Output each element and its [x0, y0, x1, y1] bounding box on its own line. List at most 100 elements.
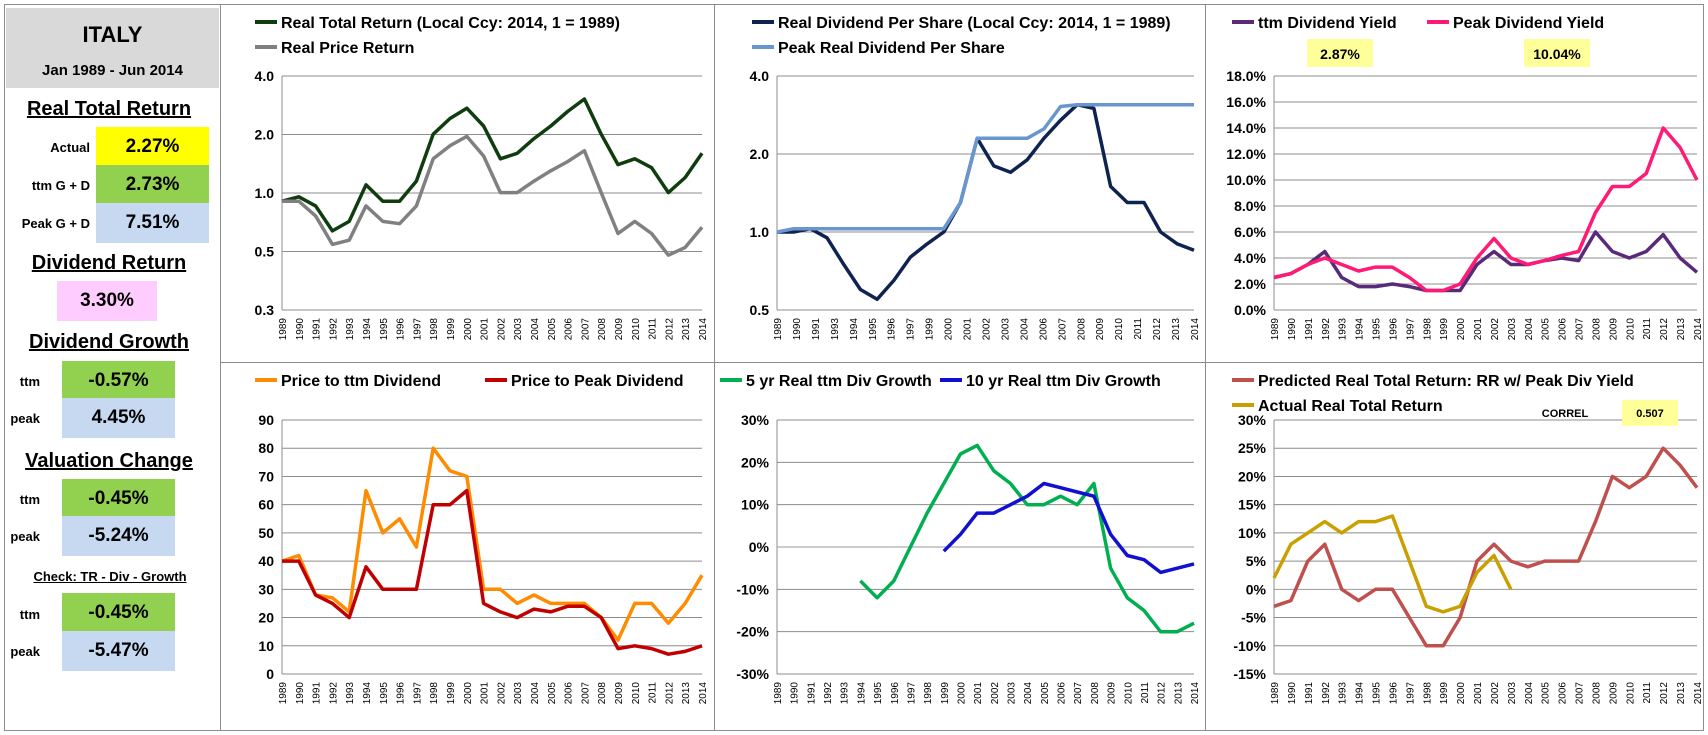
y-tick-label: 2.0% — [1234, 276, 1266, 292]
valuation-change-header: Valuation Change — [25, 450, 193, 472]
x-tick-label: 1995 — [868, 318, 879, 341]
x-tick-label: 1994 — [856, 682, 867, 705]
y-tick-label: 0% — [749, 539, 770, 555]
x-tick-label: 2005 — [1541, 318, 1552, 341]
x-tick-label: 1990 — [790, 682, 801, 705]
y-tick-label: -10% — [736, 581, 769, 597]
x-tick-label: 2002 — [982, 318, 993, 341]
peak-gd-value: 7.51% — [96, 203, 209, 243]
x-tick-label: 2007 — [580, 682, 591, 705]
x-tick-label: 2010 — [631, 318, 642, 341]
x-tick-label: 2001 — [1473, 682, 1484, 705]
y-tick-label: 20% — [741, 454, 770, 470]
y-tick-label: 50 — [258, 525, 274, 541]
y-tick-label: 10 — [258, 638, 274, 654]
x-tick-label: 1997 — [1405, 318, 1416, 341]
country-title: ITALY — [82, 22, 143, 47]
yield-badge — [1524, 39, 1590, 67]
x-tick-label: 1993 — [1338, 682, 1349, 705]
div-growth-ttm-value: -0.57% — [62, 361, 175, 401]
x-tick-label: 2010 — [1114, 318, 1125, 341]
x-tick-label: 2008 — [597, 682, 608, 705]
x-tick-label: 2010 — [1625, 682, 1636, 705]
correl-label: CORREL — [1542, 408, 1589, 420]
valuation-ttm-label: ttm — [19, 492, 40, 507]
x-tick-label: 2002 — [1490, 682, 1501, 705]
legend-label: Real Total Return (Local Ccy: 2014, 1 = … — [281, 15, 620, 32]
x-tick-label: 2003 — [513, 682, 524, 705]
x-tick-label: 1989 — [773, 318, 784, 341]
dividend-growth-header: Dividend Growth — [29, 331, 189, 353]
y-tick-label: 30% — [1238, 412, 1267, 428]
x-tick-label: 2012 — [1152, 318, 1163, 341]
y-tick-label: 16.0% — [1226, 94, 1266, 110]
legend-label: Peak Dividend Yield — [1453, 15, 1604, 32]
x-tick-label: 1995 — [379, 682, 390, 705]
valuation-peak-value: -5.24% — [62, 516, 175, 556]
x-tick-label: 2003 — [1000, 318, 1011, 341]
legend-label: ttm Dividend Yield — [1258, 15, 1397, 32]
x-tick-label: 1996 — [1388, 682, 1399, 705]
series-line — [777, 102, 1195, 302]
x-tick-label: 2008 — [1090, 682, 1101, 705]
series-line — [1273, 230, 1699, 293]
x-tick-label: 2013 — [1676, 682, 1687, 705]
legend-label: 5 yr Real ttm Div Growth — [746, 373, 932, 390]
x-tick-label: 2004 — [1023, 682, 1034, 705]
series-line — [281, 97, 704, 233]
legend-label: Peak Real Dividend Per Share — [778, 40, 1005, 57]
x-tick-label: 2014 — [698, 318, 709, 341]
y-tick-label: -10% — [1233, 638, 1266, 654]
check-peak-value: -5.47% — [62, 631, 175, 671]
x-tick-label: 1994 — [1355, 682, 1366, 705]
y-tick-label: 18.0% — [1226, 68, 1266, 84]
y-tick-label: -30% — [736, 666, 769, 682]
x-tick-label: 2001 — [963, 318, 974, 341]
x-tick-label: 2013 — [1171, 318, 1182, 341]
x-tick-label: 2013 — [681, 682, 692, 705]
y-tick-label: 0.5 — [255, 244, 275, 260]
y-tick-label: 4.0 — [750, 68, 770, 84]
period-label: Jan 1989 - Jun 2014 — [42, 62, 183, 79]
x-tick-label: 2006 — [1057, 682, 1068, 705]
x-tick-label: 2004 — [530, 318, 541, 341]
y-tick-label: 25% — [1238, 440, 1267, 456]
x-tick-label: 1995 — [1372, 682, 1383, 705]
x-tick-label: 2007 — [1575, 318, 1586, 341]
legend-label: 10 yr Real ttm Div Growth — [966, 373, 1161, 390]
x-tick-label: 2011 — [1133, 318, 1144, 340]
x-tick-label: 1998 — [429, 682, 440, 705]
x-tick-label: 1993 — [1338, 318, 1349, 341]
x-tick-label: 2006 — [1558, 682, 1569, 705]
yield-badge-label: 2.87% — [1320, 46, 1360, 62]
x-tick-label: 2014 — [1693, 682, 1704, 705]
y-tick-label: 5% — [1246, 553, 1267, 569]
x-tick-label: 1993 — [840, 682, 851, 705]
x-tick-label: 2010 — [1625, 318, 1636, 341]
div-growth-ttm-label: ttm — [19, 374, 40, 389]
x-tick-label: 2008 — [1591, 318, 1602, 341]
x-tick-label: 1994 — [362, 682, 373, 705]
dividend-return-value: 3.30% — [57, 281, 157, 321]
series-line — [282, 488, 703, 656]
x-tick-label: 2008 — [597, 318, 608, 341]
series-line — [942, 481, 1195, 575]
x-tick-label: 1997 — [412, 682, 423, 705]
x-tick-label: 2010 — [631, 682, 642, 705]
legend-label: Price to ttm Dividend — [281, 373, 441, 390]
check-header: Check: TR - Div - Growth — [33, 569, 187, 584]
x-tick-label: 2005 — [547, 318, 558, 341]
x-tick-label: 1989 — [1270, 682, 1281, 705]
x-tick-label: 2007 — [1057, 318, 1068, 341]
x-tick-label: 2007 — [580, 318, 591, 341]
y-tick-label: 0.5 — [750, 302, 770, 318]
y-tick-label: 30 — [258, 581, 274, 597]
x-tick-label: 2006 — [1038, 318, 1049, 341]
x-tick-label: 2011 — [648, 682, 659, 704]
y-tick-label: 80 — [258, 440, 274, 456]
row-divider — [221, 362, 1704, 363]
x-tick-label: 2010 — [1123, 682, 1134, 705]
x-tick-label: 1995 — [873, 682, 884, 705]
